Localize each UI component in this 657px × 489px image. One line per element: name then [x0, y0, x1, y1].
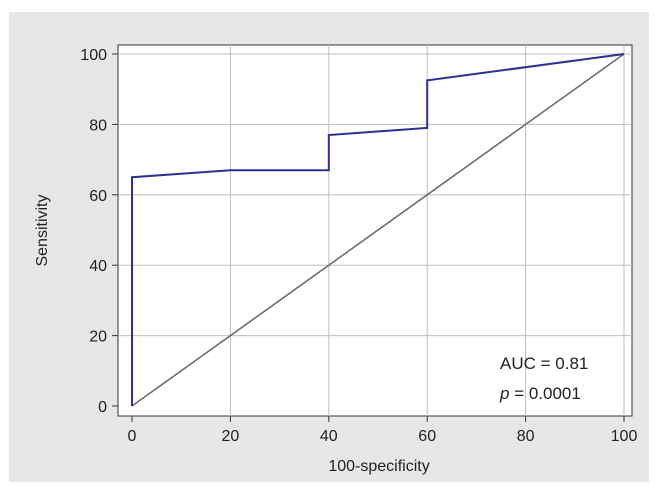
y-tick-label: 100 — [80, 47, 107, 64]
y-tick-label: 80 — [89, 117, 107, 134]
p-symbol: p — [499, 384, 509, 403]
p-value: = 0.0001 — [509, 384, 580, 403]
x-axis-ticks: 0 20 40 60 80 100 — [128, 416, 638, 445]
y-tick-label: 40 — [89, 258, 107, 275]
p-value-annotation: p = 0.0001 — [499, 384, 581, 403]
x-axis-label: 100-specificity — [328, 458, 429, 475]
x-tick-label: 80 — [517, 428, 535, 445]
roc-curve — [131, 53, 625, 406]
series-group — [131, 53, 625, 407]
x-tick-label: 60 — [418, 428, 436, 445]
x-tick-label: 100 — [611, 428, 638, 445]
x-tick-label: 20 — [222, 428, 240, 445]
auc-annotation: AUC = 0.81 — [500, 354, 588, 373]
y-axis-label: Sensitivity — [34, 194, 51, 266]
grid-lines — [118, 45, 632, 416]
y-tick-label: 0 — [98, 399, 107, 416]
reference-diagonal — [131, 53, 625, 407]
y-axis-ticks: 0 20 40 60 80 100 — [80, 47, 118, 416]
y-tick-label: 20 — [89, 329, 107, 346]
y-tick-label: 60 — [89, 188, 107, 205]
x-tick-label: 0 — [128, 428, 137, 445]
x-tick-label: 40 — [320, 428, 338, 445]
